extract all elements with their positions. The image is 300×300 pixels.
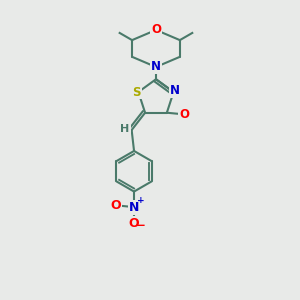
Text: +: + (137, 196, 144, 205)
Text: O: O (129, 217, 140, 230)
Text: O: O (179, 108, 189, 121)
Text: S: S (133, 85, 141, 98)
Text: N: N (170, 84, 180, 97)
Text: O: O (151, 23, 161, 37)
Text: −: − (136, 219, 146, 232)
Text: N: N (151, 61, 161, 74)
Text: O: O (111, 199, 122, 212)
Text: N: N (129, 201, 139, 214)
Text: H: H (121, 124, 130, 134)
